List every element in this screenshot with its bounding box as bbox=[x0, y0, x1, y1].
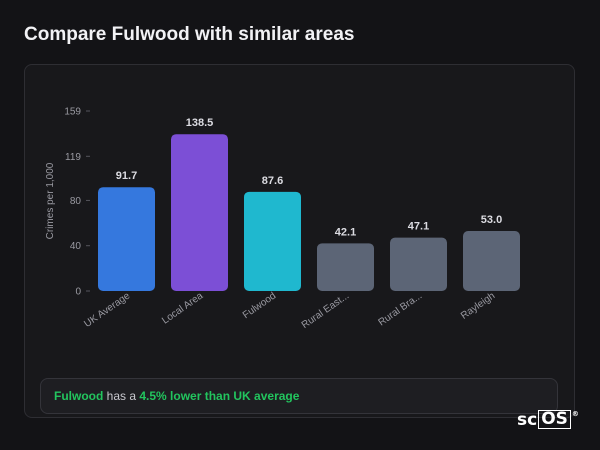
bar[interactable] bbox=[463, 231, 520, 291]
x-tick-label: Rayleigh bbox=[459, 290, 497, 321]
brand-boxed: OS bbox=[538, 410, 571, 429]
x-tick-label: Rural Bra... bbox=[376, 290, 424, 328]
x-tick-label: Fulwood bbox=[241, 290, 278, 321]
x-tick-label: UK Average bbox=[82, 290, 132, 330]
value-label: 47.1 bbox=[408, 221, 429, 233]
y-axis-label: Crimes per 1,000 bbox=[45, 162, 56, 239]
x-axis: UK Average Local Area Fulwood Rural East...… bbox=[82, 290, 497, 331]
bar[interactable] bbox=[317, 243, 374, 291]
value-label: 53.0 bbox=[481, 214, 502, 226]
page-title: Compare Fulwood with similar areas bbox=[24, 24, 355, 45]
brand-mark: ® bbox=[571, 410, 579, 418]
value-label: 91.7 bbox=[116, 170, 137, 182]
y-tick-label: 40 bbox=[70, 241, 82, 252]
x-tick-label: Rural East... bbox=[300, 290, 351, 331]
summary-banner: Fulwood has a 4.5% lower than UK average bbox=[40, 378, 558, 414]
summary-area: Fulwood bbox=[54, 389, 104, 403]
bar[interactable] bbox=[171, 134, 228, 291]
bar[interactable] bbox=[98, 187, 155, 291]
summary-highlight: 4.5% lower than UK average bbox=[139, 389, 300, 403]
brand-prefix: sc bbox=[517, 410, 538, 430]
bars bbox=[98, 134, 520, 291]
value-labels: 91.7 138.5 87.6 42.1 47.1 53.0 bbox=[116, 117, 502, 238]
x-tick-label: Local Area bbox=[160, 290, 205, 326]
summary-text: has a bbox=[103, 389, 140, 403]
bar[interactable] bbox=[244, 191, 301, 291]
bar[interactable] bbox=[390, 237, 447, 291]
y-tick-label: 0 bbox=[75, 287, 81, 298]
y-tick-label: 80 bbox=[70, 196, 82, 207]
value-label: 42.1 bbox=[335, 226, 356, 238]
y-axis: 0 40 80 119 159 bbox=[64, 107, 90, 298]
value-label: 138.5 bbox=[186, 117, 214, 129]
y-tick-label: 159 bbox=[64, 107, 81, 118]
brand-logo: sc OS ® bbox=[517, 410, 579, 430]
value-label: 87.6 bbox=[262, 175, 283, 187]
y-tick-label: 119 bbox=[65, 152, 81, 163]
